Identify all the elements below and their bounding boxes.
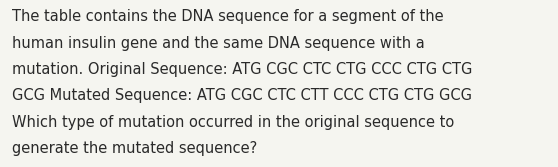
Text: human insulin gene and the same DNA sequence with a: human insulin gene and the same DNA sequ… <box>12 36 425 51</box>
Text: mutation. Original Sequence: ATG CGC CTC CTG CCC CTG CTG: mutation. Original Sequence: ATG CGC CTC… <box>12 62 473 77</box>
Text: generate the mutated sequence?: generate the mutated sequence? <box>12 141 258 156</box>
Text: The table contains the DNA sequence for a segment of the: The table contains the DNA sequence for … <box>12 9 444 24</box>
Text: Which type of mutation occurred in the original sequence to: Which type of mutation occurred in the o… <box>12 115 455 130</box>
Text: GCG Mutated Sequence: ATG CGC CTC CTT CCC CTG CTG GCG: GCG Mutated Sequence: ATG CGC CTC CTT CC… <box>12 88 472 103</box>
